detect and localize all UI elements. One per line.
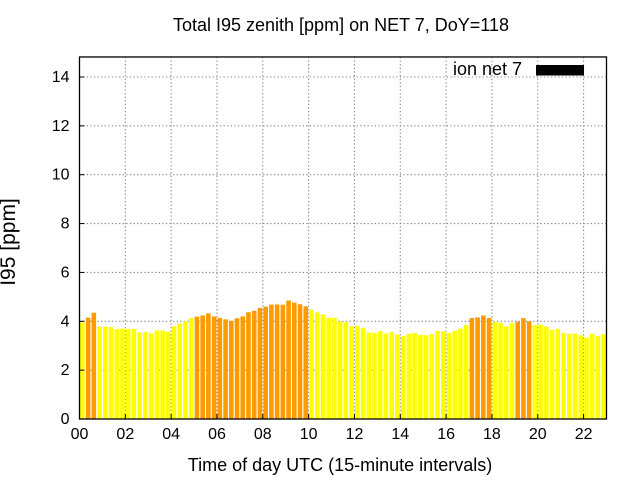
svg-text:00: 00 (71, 426, 89, 443)
svg-text:12: 12 (346, 426, 364, 443)
svg-text:ion net 7: ion net 7 (453, 59, 522, 79)
svg-text:0: 0 (61, 411, 70, 428)
svg-text:14: 14 (391, 426, 409, 443)
svg-text:10: 10 (52, 167, 70, 184)
svg-text:20: 20 (529, 426, 547, 443)
svg-text:10: 10 (300, 426, 318, 443)
svg-text:04: 04 (162, 426, 180, 443)
svg-text:Time of day UTC (15-minute int: Time of day UTC (15-minute intervals) (188, 455, 492, 475)
svg-text:14: 14 (52, 69, 70, 86)
svg-text:2: 2 (61, 362, 70, 379)
svg-text:02: 02 (116, 426, 134, 443)
svg-text:22: 22 (575, 426, 593, 443)
svg-text:08: 08 (254, 426, 272, 443)
svg-text:I95 [ppm]: I95 [ppm] (0, 198, 20, 286)
svg-text:06: 06 (208, 426, 226, 443)
svg-text:6: 6 (61, 264, 70, 281)
svg-text:4: 4 (61, 313, 70, 330)
svg-text:8: 8 (61, 216, 70, 233)
svg-text:12: 12 (52, 118, 70, 135)
svg-text:18: 18 (483, 426, 501, 443)
svg-text:Total I95 zenith [ppm] on NET: Total I95 zenith [ppm] on NET 7, DoY=118 (173, 15, 509, 35)
svg-text:16: 16 (437, 426, 455, 443)
